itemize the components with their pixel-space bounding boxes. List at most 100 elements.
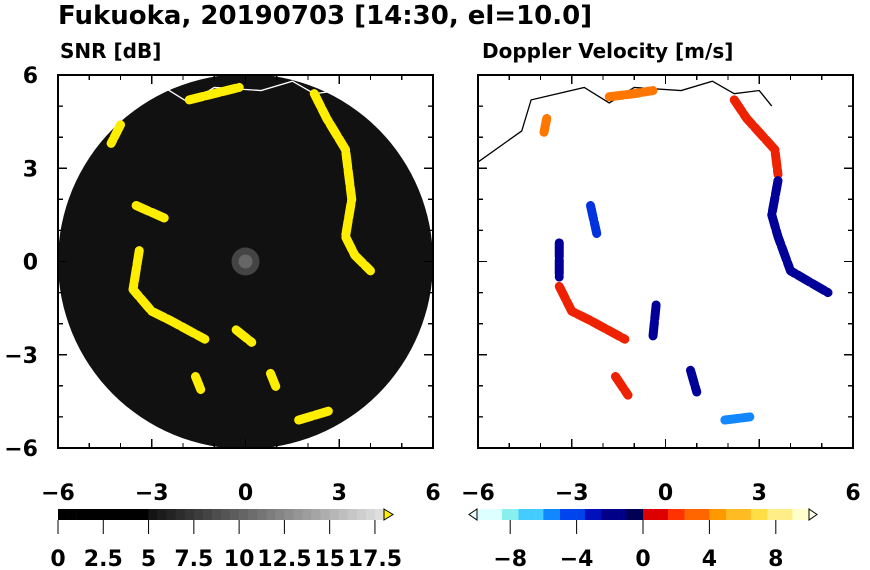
echo-4 (191, 372, 207, 397)
doppler-colorbar-label: 4 (702, 547, 717, 570)
snr-colorbar-cell (67, 509, 77, 520)
doppler-colorbar-cell (717, 509, 727, 520)
snr-colorbar-cell (338, 509, 349, 520)
doppler-colorbar-cell (626, 509, 635, 520)
doppler-colorbar-cell (800, 509, 810, 520)
echo-5 (266, 368, 282, 394)
doppler-colorbar-cell (684, 509, 694, 520)
snr-colorbar-cell (121, 509, 131, 520)
x-tick-label: 0 (658, 481, 673, 506)
snr-colorbar-label: 5 (141, 547, 156, 570)
doppler-colorbar-cell (518, 509, 528, 520)
echo-2 (729, 95, 783, 179)
snr-panel-title: SNR [dB] (60, 39, 161, 63)
x-tick-label: −6 (461, 481, 495, 506)
echo-3 (767, 176, 833, 298)
doppler-colorbar-cell (643, 509, 652, 520)
snr-colorbar-cell (112, 509, 122, 520)
doppler-colorbar-cell (560, 509, 569, 520)
doppler-colorbar-cell (477, 509, 486, 520)
echo-6 (554, 281, 630, 344)
snr-colorbar-cell (211, 509, 222, 520)
echo-2 (128, 246, 210, 344)
snr-colorbar-cell (293, 509, 303, 520)
doppler-colorbar-cell (526, 509, 536, 520)
clutter-core (238, 254, 253, 269)
snr-colorbar-cell (157, 509, 167, 520)
doppler-colorbar-label: −4 (560, 547, 594, 570)
snr-colorbar-cell (148, 509, 158, 520)
snr-colorbar-label: 12.5 (257, 547, 311, 570)
doppler-colorbar-cell (775, 509, 785, 520)
coastline (57, 80, 353, 163)
snr-colorbar-cell (374, 509, 385, 520)
plot-frame-1 (477, 74, 854, 449)
doppler-colorbar-cell (651, 509, 660, 520)
snr-colorbar-over-arrow (383, 508, 394, 521)
doppler-colorbar-cell (759, 509, 768, 520)
snr-colorbar-label: 2.5 (84, 547, 123, 570)
doppler-colorbar-cell (750, 509, 760, 520)
x-tick-label: 0 (238, 481, 253, 506)
snr-colorbar-cell (275, 509, 285, 520)
x-tick-label: −3 (135, 481, 169, 506)
snr-colorbar-cell (230, 509, 240, 520)
doppler-colorbar-cell (535, 509, 544, 520)
echo-1 (309, 89, 375, 276)
doppler-colorbar-cell (709, 509, 718, 520)
doppler-colorbar-cell (734, 509, 743, 520)
snr-colorbar-cell (311, 509, 321, 520)
doppler-colorbar-cell (584, 509, 594, 520)
doppler-colorbar-cell (618, 509, 627, 520)
snr-colorbar-cell (85, 509, 95, 520)
doppler-colorbar-label: 8 (768, 547, 783, 570)
doppler-colorbar-cell (510, 509, 519, 520)
x-tick-label: −3 (555, 481, 589, 506)
snr-colorbar-cell (193, 509, 204, 520)
doppler-colorbar-cell (576, 509, 586, 520)
doppler-colorbar-cell (501, 509, 511, 520)
doppler-colorbar-cell (659, 509, 669, 520)
echo-8 (106, 120, 125, 148)
doppler-colorbar-cell (543, 509, 552, 520)
snr-colorbar-cell (248, 509, 258, 520)
doppler-colorbar-cell (551, 509, 561, 520)
y-tick-label: −6 (4, 437, 38, 462)
x-tick-label: 3 (752, 481, 767, 506)
y-tick-label: −3 (4, 344, 38, 369)
echo-7 (231, 325, 257, 347)
snr-colorbar-cell (302, 509, 312, 520)
doppler-colorbar-cell (667, 509, 677, 520)
doppler-colorbar-label: −8 (493, 547, 527, 570)
doppler-panel-title: Doppler Velocity [m/s] (482, 39, 733, 63)
snr-colorbar-cell (347, 509, 358, 520)
x-tick-label: 6 (845, 481, 860, 506)
doppler-colorbar-cell (692, 509, 702, 520)
echo-0 (604, 86, 658, 102)
snr-colorbar-cell (356, 509, 367, 520)
doppler-colorbar-cell (609, 509, 619, 520)
snr-colorbar-cell (166, 509, 177, 520)
snr-colorbar-cell (257, 509, 267, 520)
x-tick-label: 6 (425, 481, 440, 506)
y-tick-label: 6 (23, 64, 38, 89)
doppler-colorbar-cell (493, 509, 503, 520)
snr-colorbar-cell (103, 509, 113, 520)
doppler-colorbar-cell (676, 509, 685, 520)
snr-colorbar-cell (76, 509, 86, 520)
figure-title: Fukuoka, 20190703 [14:30, el=10.0] (58, 1, 592, 31)
snr-colorbar-label: 0 (50, 547, 65, 570)
doppler-colorbar-cell (568, 509, 577, 520)
snr-colorbar-cell (184, 509, 195, 520)
snr-colorbar-label: 7.5 (174, 547, 213, 570)
echo-10 (648, 300, 661, 341)
snr-colorbar-cell (266, 509, 276, 520)
doppler-colorbar-under-arrow (468, 508, 478, 521)
doppler-colorbar-cell (634, 509, 644, 520)
doppler-colorbar-cell (726, 509, 735, 520)
echo-1 (539, 114, 552, 139)
doppler-colorbar-cell (792, 509, 801, 520)
snr-colorbar-cell (130, 509, 140, 520)
doppler-colorbar-cell (601, 509, 611, 520)
snr-colorbar-cell (365, 509, 376, 520)
